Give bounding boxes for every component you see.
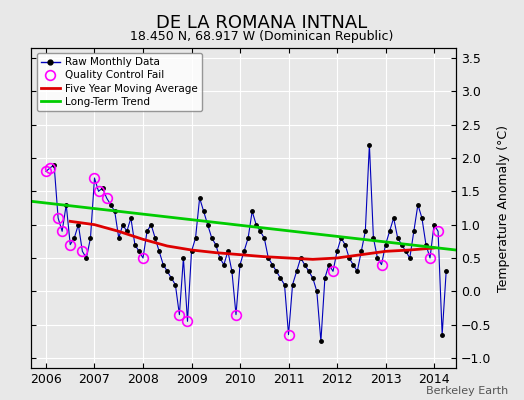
Text: Berkeley Earth: Berkeley Earth — [426, 386, 508, 396]
Legend: Raw Monthly Data, Quality Control Fail, Five Year Moving Average, Long-Term Tren: Raw Monthly Data, Quality Control Fail, … — [37, 53, 202, 111]
Text: 18.450 N, 68.917 W (Dominican Republic): 18.450 N, 68.917 W (Dominican Republic) — [130, 30, 394, 43]
Text: DE LA ROMANA INTNAL: DE LA ROMANA INTNAL — [156, 14, 368, 32]
Y-axis label: Temperature Anomaly (°C): Temperature Anomaly (°C) — [497, 124, 510, 292]
